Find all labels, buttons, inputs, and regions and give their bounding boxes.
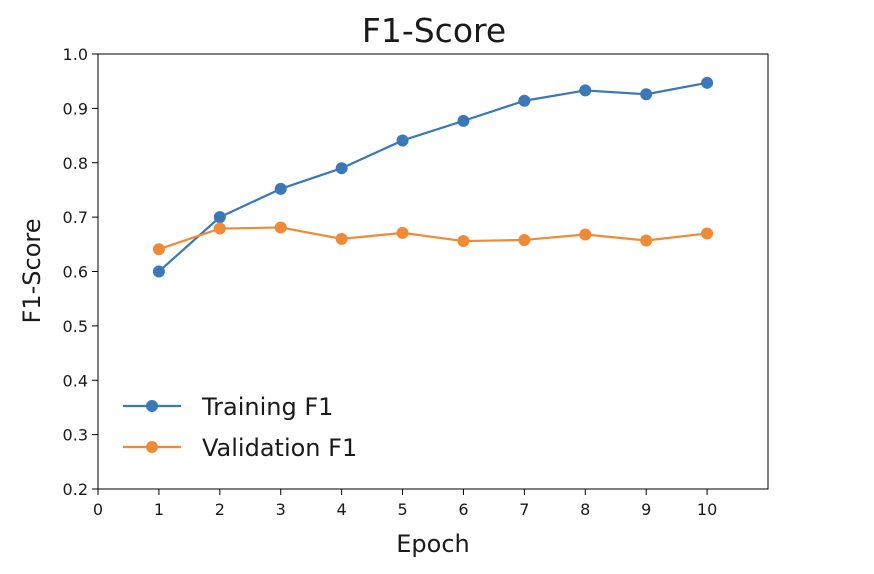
- y-axis-label: F1-Score: [18, 219, 46, 324]
- y-tick-label: 0.9: [63, 99, 88, 118]
- chart-title: F1-Score: [362, 11, 506, 50]
- plot-frame: [97, 53, 769, 490]
- training-f1-point: [274, 182, 287, 195]
- x-tick-label: 0: [93, 500, 103, 519]
- x-tick-label: 2: [215, 500, 225, 519]
- validation-f1-point: [396, 226, 409, 239]
- y-tick-label: 0.4: [63, 371, 88, 390]
- x-tick-label: 4: [337, 500, 347, 519]
- x-tick-label: 6: [458, 500, 468, 519]
- training-f1-legend-label: Training F1: [201, 393, 333, 421]
- x-tick-label: 5: [397, 500, 407, 519]
- x-tick-label: 9: [641, 500, 651, 519]
- training-f1-point: [396, 134, 409, 147]
- validation-f1-point: [457, 235, 470, 248]
- training-f1-line: [157, 81, 709, 273]
- training-f1-point: [213, 211, 226, 224]
- y-tick-label: 0.8: [63, 154, 88, 173]
- y-tick-label: 0.3: [63, 426, 88, 445]
- y-tick-label: 1.0: [63, 45, 88, 64]
- x-tick-label: 8: [580, 500, 590, 519]
- validation-f1-point: [518, 233, 531, 246]
- training-f1-point: [640, 88, 653, 101]
- validation-f1-legend-label: Validation F1: [202, 434, 357, 462]
- legend: Training F1 Validation F1: [123, 393, 357, 462]
- validation-f1-line: [157, 226, 709, 251]
- x-tick-label: 1: [154, 500, 164, 519]
- x-axis-label: Epoch: [396, 530, 470, 558]
- x-tick-label: 7: [519, 500, 529, 519]
- y-tick-label: 0.7: [63, 208, 88, 227]
- validation-f1-point: [152, 243, 165, 256]
- y-tick-label: 0.6: [63, 263, 88, 282]
- series-layer: [152, 76, 714, 278]
- validation-f1-point: [274, 221, 287, 234]
- y-tick-label: 0.2: [63, 480, 88, 499]
- training-f1-point: [335, 162, 348, 175]
- training-f1-point: [701, 76, 714, 89]
- training-f1-point: [579, 84, 592, 97]
- training-f1-point: [152, 265, 165, 278]
- validation-f1-point: [701, 227, 714, 240]
- validation-f1-legend-marker: [146, 441, 158, 453]
- training-f1-point: [457, 114, 470, 127]
- validation-f1-point: [335, 232, 348, 245]
- validation-f1-point: [213, 222, 226, 235]
- x-tick-label: 3: [276, 500, 286, 519]
- validation-f1-point: [640, 234, 653, 247]
- training-f1-legend-marker: [146, 400, 158, 412]
- plot-area: [97, 53, 769, 490]
- y-axis: 0.2 0.3 0.4 0.5 0.6 0.7 0.8 0.9 1.0: [63, 45, 98, 499]
- x-axis: 0 1 2 3 4 5 6 7 8 9 10: [93, 489, 717, 519]
- validation-f1-point: [579, 228, 592, 241]
- training-f1-point: [518, 94, 531, 107]
- y-tick-label: 0.5: [63, 317, 88, 336]
- x-tick-label: 10: [697, 500, 717, 519]
